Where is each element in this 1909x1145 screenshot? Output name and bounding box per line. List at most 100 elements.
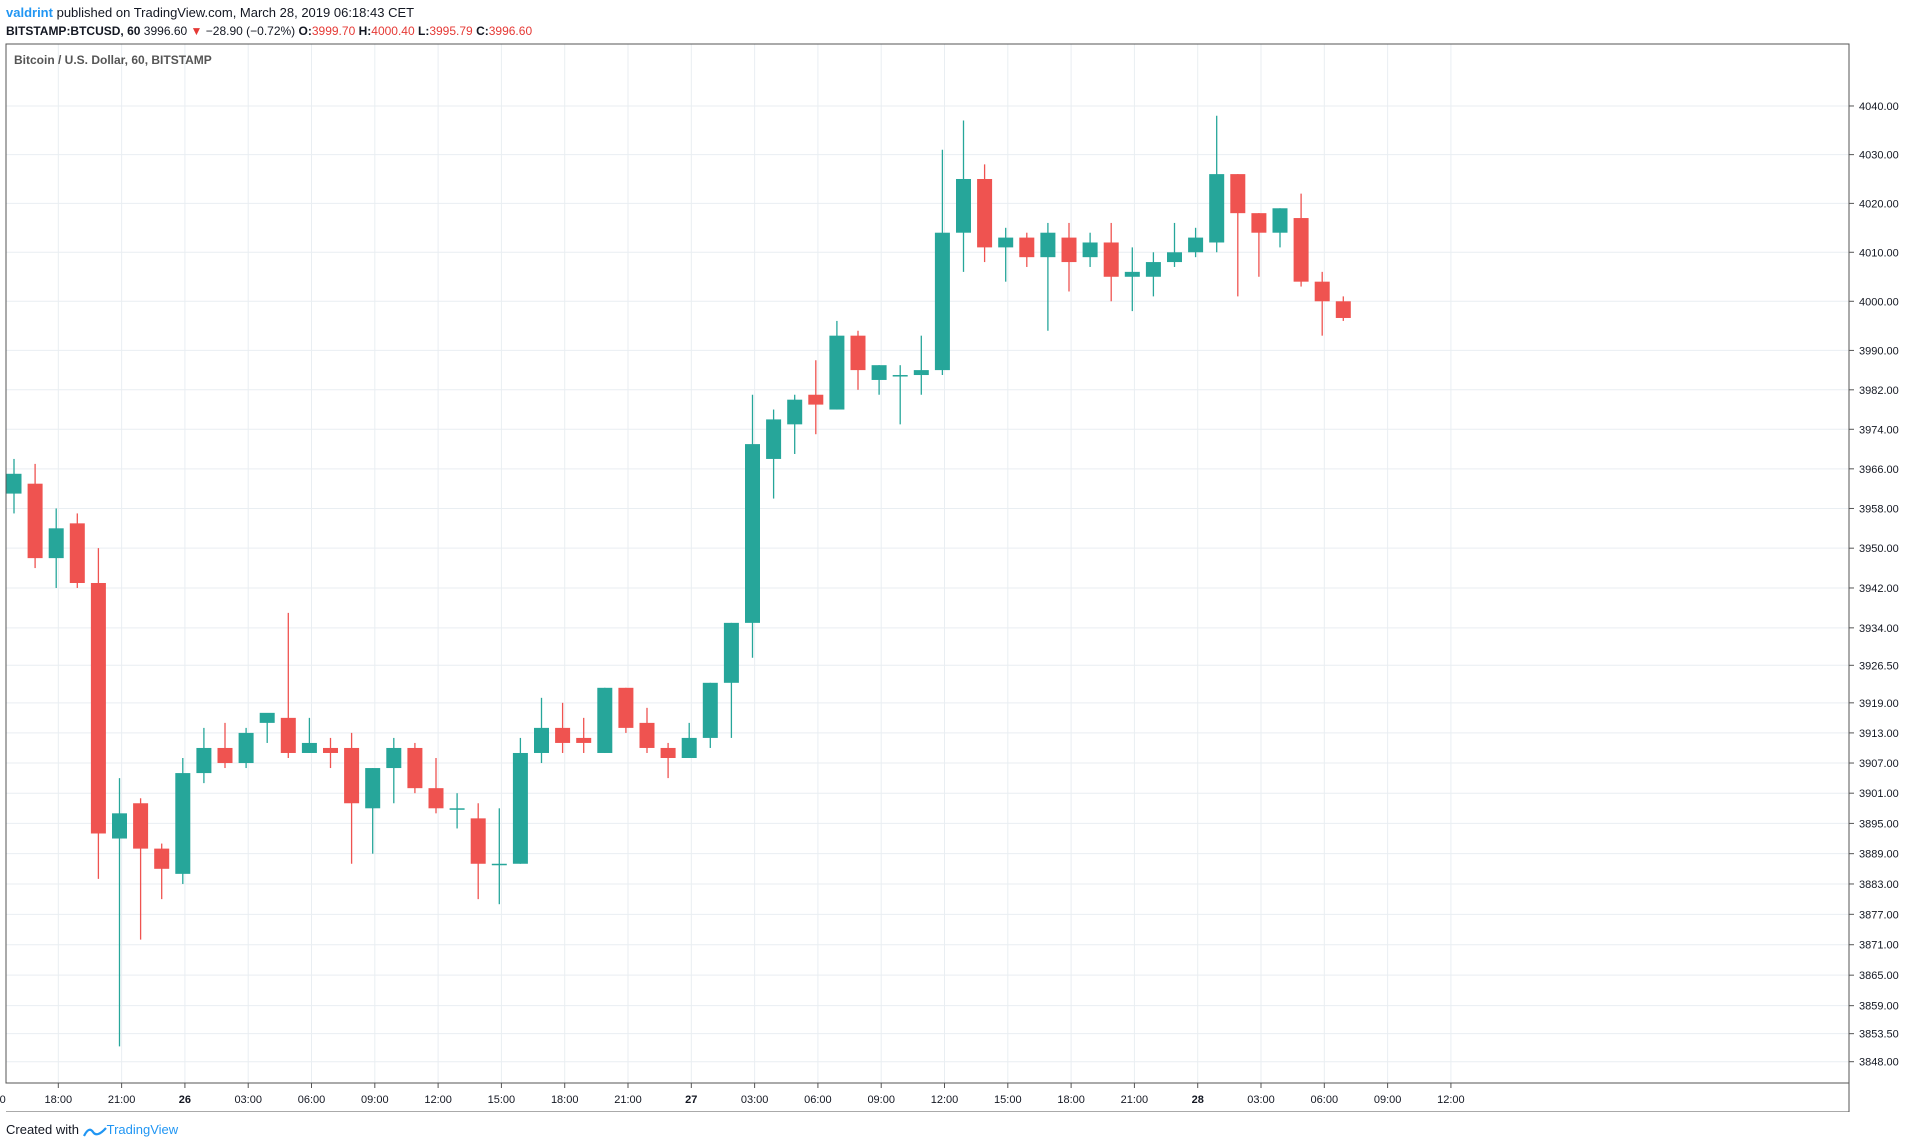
candle-up[interactable] (6, 458, 22, 514)
candle-up[interactable] (1209, 115, 1225, 253)
candle-body (449, 808, 465, 810)
open-label: O: (298, 24, 312, 38)
candle-up[interactable] (196, 727, 212, 784)
candle-down[interactable] (1293, 193, 1309, 287)
candle-up[interactable] (491, 808, 507, 905)
candle-up[interactable] (787, 394, 803, 454)
candle-down[interactable] (1314, 271, 1330, 336)
candle-body (90, 582, 106, 834)
candlestick-chart[interactable]: Bitcoin / U.S. Dollar, 60, BITSTAMP 4040… (0, 40, 1909, 1112)
candle-body (133, 803, 149, 849)
price-tick-label: 3958.00 (1859, 503, 1899, 515)
candle-down[interactable] (1335, 296, 1351, 321)
candle-up[interactable] (766, 409, 782, 499)
tradingview-brand-link[interactable]: TradingView (106, 1122, 179, 1137)
candle-body (1314, 281, 1330, 302)
candle-body (829, 335, 845, 410)
candle-down[interactable] (1251, 213, 1267, 277)
candle-body (428, 788, 444, 809)
candle-up[interactable] (913, 335, 929, 395)
candle-down[interactable] (1103, 222, 1119, 302)
candle-up[interactable] (681, 722, 697, 759)
candle-up[interactable] (365, 768, 381, 854)
candle-up[interactable] (702, 682, 718, 748)
candle-up[interactable] (934, 149, 950, 376)
candle-up[interactable] (1167, 222, 1182, 267)
candle-down[interactable] (639, 707, 655, 753)
candle-down[interactable] (660, 742, 676, 779)
candle-down[interactable] (470, 803, 486, 900)
candle-down[interactable] (1019, 232, 1035, 267)
candle-down[interactable] (576, 717, 592, 753)
candle-down[interactable] (850, 330, 866, 390)
candle-up[interactable] (871, 365, 887, 395)
candle-down[interactable] (618, 687, 634, 733)
candle-down[interactable] (280, 612, 296, 759)
candle-down[interactable] (555, 702, 571, 753)
candle-up[interactable] (386, 737, 402, 804)
candle-down[interactable] (808, 360, 824, 435)
time-tick-label: 12:00 (424, 1094, 452, 1106)
candle-up[interactable] (723, 622, 739, 738)
time-tick-label: 26 (179, 1094, 191, 1106)
candle-up[interactable] (175, 758, 191, 884)
candle-down[interactable] (1230, 174, 1246, 297)
candle-up[interactable] (892, 365, 908, 425)
candle-down[interactable] (323, 737, 338, 769)
candle-body (702, 682, 718, 738)
time-tick-label: 27 (685, 1094, 697, 1106)
candle-up[interactable] (1082, 232, 1098, 267)
price-tick-label: 3871.00 (1859, 940, 1899, 952)
time-tick-label: 18:00 (551, 1094, 579, 1106)
candles-layer (6, 115, 1351, 1047)
time-tick-label: 09:00 (1374, 1094, 1402, 1106)
candle-up[interactable] (1272, 208, 1288, 248)
candle-up[interactable] (301, 717, 317, 753)
candle-up[interactable] (956, 120, 971, 272)
price-tick-label: 3913.00 (1859, 728, 1899, 740)
candle-body (175, 773, 191, 874)
candle-down[interactable] (977, 164, 993, 263)
candle-body (639, 722, 655, 748)
candle-down[interactable] (428, 758, 444, 814)
candle-up[interactable] (48, 508, 64, 588)
candle-body (1230, 174, 1246, 214)
candle-down[interactable] (344, 732, 360, 864)
chart-grid (6, 44, 1849, 1083)
candle-up[interactable] (238, 727, 254, 769)
candle-up[interactable] (534, 697, 549, 764)
candle-body (470, 818, 486, 864)
candle-up[interactable] (512, 737, 528, 864)
candle-up[interactable] (998, 227, 1014, 282)
candle-down[interactable] (217, 722, 233, 769)
price-tick-label: 4030.00 (1859, 150, 1899, 162)
candle-down[interactable] (69, 513, 85, 588)
candle-body (1188, 237, 1204, 253)
candle-up[interactable] (1124, 247, 1140, 312)
candle-body (998, 237, 1014, 248)
candle-down[interactable] (27, 463, 43, 569)
candle-up[interactable] (1145, 252, 1161, 297)
candle-body (344, 747, 360, 804)
candle-up[interactable] (259, 712, 275, 743)
candle-down[interactable] (154, 843, 170, 900)
candle-up[interactable] (449, 793, 465, 829)
candle-up[interactable] (1188, 227, 1204, 258)
candle-body (1103, 242, 1119, 277)
candle-up[interactable] (597, 687, 613, 753)
candle-up[interactable] (745, 394, 760, 658)
candle-up[interactable] (112, 778, 127, 1047)
candle-up[interactable] (829, 320, 845, 410)
candle-down[interactable] (407, 742, 423, 794)
candle-body (112, 813, 127, 839)
candle-down[interactable] (1061, 222, 1077, 292)
price-tick-label: 3966.00 (1859, 464, 1899, 476)
candle-up[interactable] (1040, 222, 1056, 331)
candle-body (555, 727, 571, 743)
author-link[interactable]: valdrint (6, 5, 53, 20)
candle-body (1335, 301, 1351, 318)
time-tick-label: 21:00 (614, 1094, 642, 1106)
candle-down[interactable] (90, 548, 106, 879)
time-tick-label: 21:00 (108, 1094, 136, 1106)
candle-down[interactable] (133, 798, 149, 940)
